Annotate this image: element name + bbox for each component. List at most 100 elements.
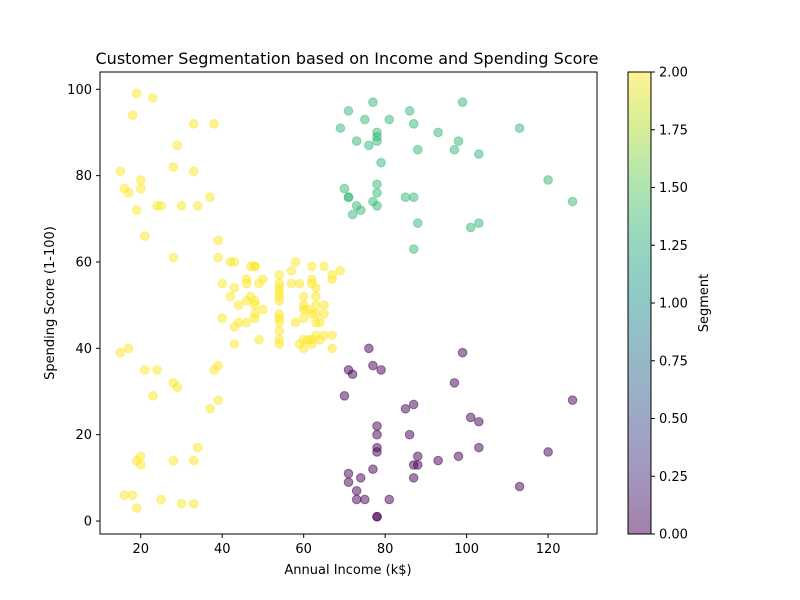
point-segment-2 <box>168 455 179 466</box>
point-segment-0 <box>372 429 382 440</box>
point-segment-2 <box>319 330 329 341</box>
point-segment-2 <box>123 343 134 354</box>
point-segment-2 <box>188 455 199 466</box>
point-segment-2 <box>241 278 252 289</box>
point-segment-1 <box>449 144 460 155</box>
point-segment-1 <box>343 192 354 203</box>
point-segment-2 <box>148 93 158 103</box>
point-segment-0 <box>457 347 468 358</box>
point-segment-2 <box>298 343 309 354</box>
point-segment-2 <box>123 188 134 198</box>
point-segment-2 <box>205 403 215 414</box>
y-tick-label: 60 <box>75 255 92 270</box>
point-segment-2 <box>294 278 305 289</box>
point-segment-0 <box>372 511 382 522</box>
point-segment-2 <box>335 265 346 276</box>
colorbar-label: Segment <box>697 274 712 333</box>
point-segment-2 <box>290 317 301 328</box>
point-segment-0 <box>347 369 358 380</box>
x-tick-label: 100 <box>454 542 479 557</box>
y-tick-label: 100 <box>67 83 92 98</box>
point-segment-1 <box>360 114 370 125</box>
x-tick-label: 20 <box>132 542 149 557</box>
y-axis-label: Spending Score (1-100) <box>43 226 58 380</box>
point-segment-0 <box>404 429 415 440</box>
point-segment-0 <box>384 494 395 505</box>
point-segment-1 <box>408 192 419 203</box>
point-segment-2 <box>168 162 179 172</box>
point-segment-2 <box>188 119 199 129</box>
point-segment-0 <box>408 473 419 483</box>
colorbar-tick-label: 0.25 <box>659 470 688 485</box>
colorbar-tick-label: 1.00 <box>659 297 688 312</box>
y-tick-label: 80 <box>75 169 92 184</box>
point-segment-0 <box>351 486 362 496</box>
point-segment-1 <box>404 106 415 116</box>
point-segment-0 <box>408 399 419 410</box>
point-segment-2 <box>135 460 146 470</box>
y-tick-label: 20 <box>75 428 92 443</box>
point-segment-2 <box>192 201 203 211</box>
point-segment-2 <box>119 490 130 500</box>
point-segment-0 <box>543 447 553 457</box>
point-segment-2 <box>213 235 223 246</box>
point-segment-1 <box>514 123 525 133</box>
point-segment-2 <box>135 175 146 185</box>
point-segment-2 <box>172 382 183 393</box>
point-segment-0 <box>368 464 378 475</box>
point-segment-1 <box>457 97 468 108</box>
point-segment-2 <box>319 308 329 319</box>
point-segment-2 <box>225 291 236 302</box>
point-segment-2 <box>131 88 142 99</box>
y-tick-label: 40 <box>75 342 92 357</box>
point-segment-1 <box>384 114 395 125</box>
point-segment-2 <box>319 300 329 310</box>
point-segment-2 <box>192 442 203 453</box>
point-segment-2 <box>233 317 244 328</box>
point-segment-0 <box>339 391 350 401</box>
colorbar-ticks: 0.00 0.25 0.50 0.75 1.00 1.25 1.50 1.75 2.00 <box>651 66 688 543</box>
point-segment-1 <box>474 218 484 228</box>
point-segment-1 <box>408 119 419 129</box>
point-segment-1 <box>412 218 423 228</box>
point-segment-0 <box>514 481 525 492</box>
point-segment-1 <box>474 149 484 159</box>
point-segment-2 <box>233 300 244 310</box>
point-segment-0 <box>453 451 464 462</box>
point-segment-1 <box>347 209 358 220</box>
point-segment-2 <box>229 283 240 293</box>
point-segment-2 <box>209 119 219 129</box>
point-segment-1 <box>567 196 578 207</box>
point-segment-2 <box>156 201 166 211</box>
point-segment-2 <box>127 110 138 120</box>
point-segment-1 <box>465 222 476 233</box>
point-segment-2 <box>286 265 297 276</box>
point-segment-2 <box>172 140 183 151</box>
colorbar-tick-label: 1.75 <box>659 123 688 138</box>
point-segment-0 <box>474 416 484 427</box>
point-segment-2 <box>307 274 317 285</box>
point-segment-2 <box>176 498 187 509</box>
point-segment-0 <box>343 468 354 479</box>
point-segment-2 <box>213 252 223 263</box>
point-segment-2 <box>274 270 285 280</box>
point-segment-2 <box>217 313 228 323</box>
point-segment-2 <box>229 339 240 349</box>
point-segment-0 <box>343 477 354 487</box>
point-segment-2 <box>258 304 268 315</box>
point-segment-0 <box>412 451 423 462</box>
points-layer <box>115 88 578 522</box>
x-tick-label: 120 <box>536 542 561 557</box>
point-segment-2 <box>254 334 264 345</box>
point-segment-1 <box>355 205 366 215</box>
point-segment-2 <box>217 278 228 289</box>
point-segment-2 <box>286 278 297 289</box>
point-segment-2 <box>274 339 285 349</box>
point-segment-2 <box>140 231 150 241</box>
colorbar <box>627 71 652 535</box>
point-segment-0 <box>400 403 411 414</box>
point-segment-1 <box>543 175 553 185</box>
point-segment-2 <box>311 283 321 293</box>
point-segment-2 <box>307 261 317 272</box>
